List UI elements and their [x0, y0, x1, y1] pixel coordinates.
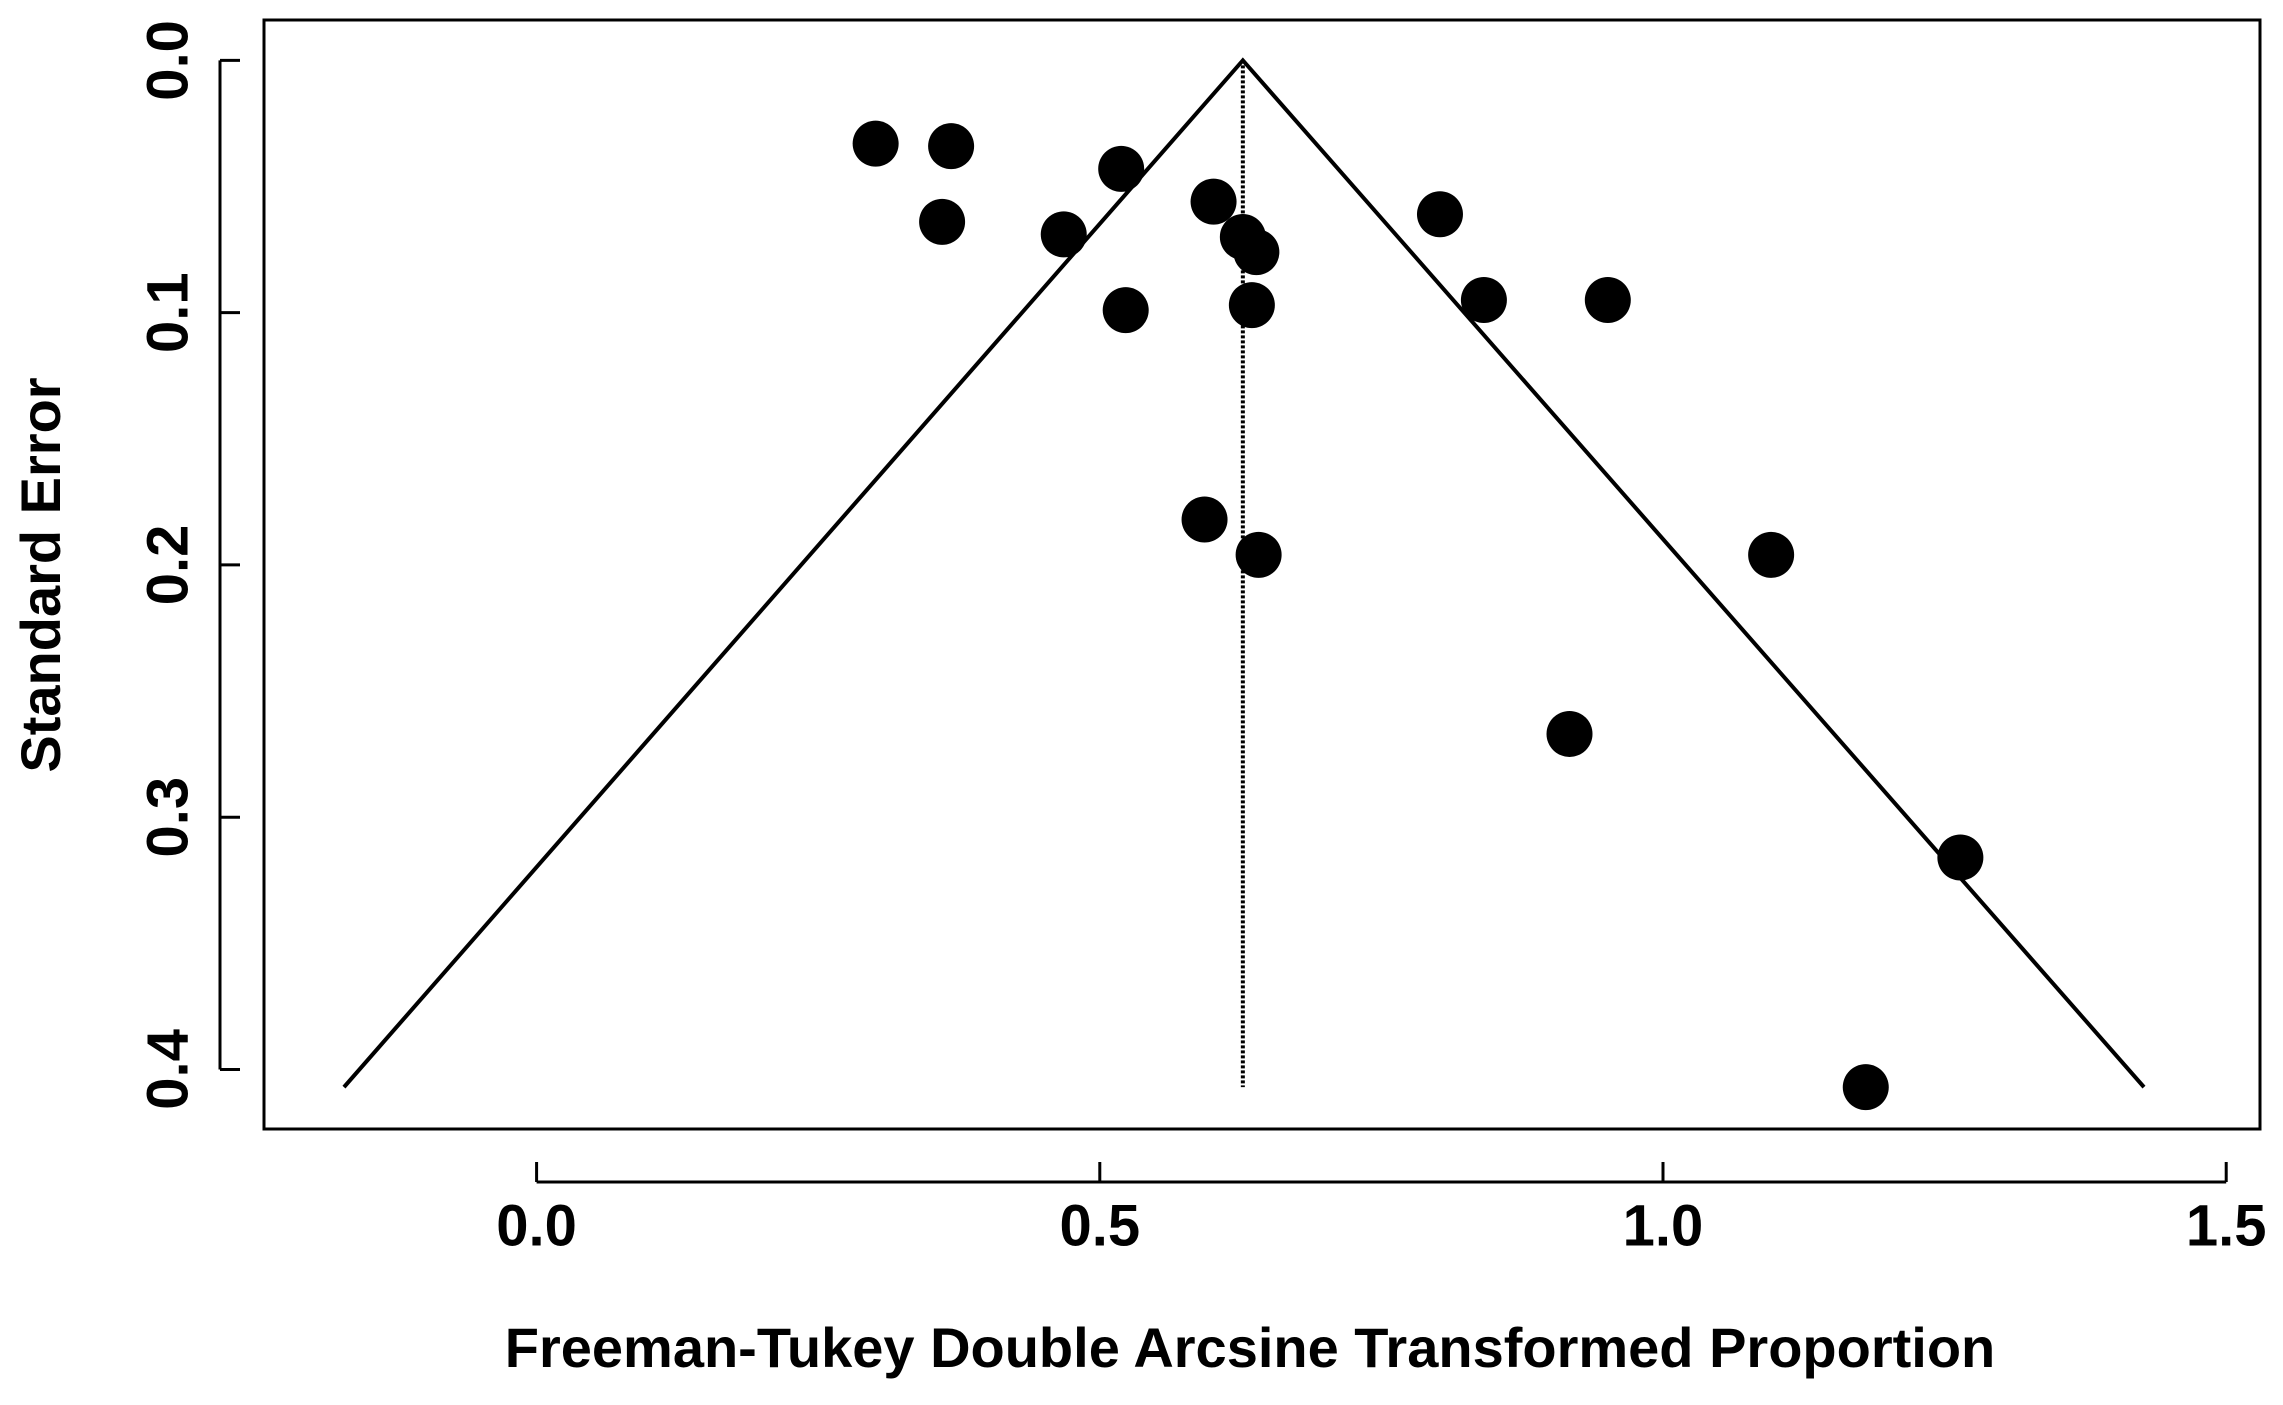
y-tick-label: 0.0 — [135, 20, 200, 101]
study-point — [1416, 191, 1463, 238]
study-point — [919, 198, 966, 245]
x-tick-label: 0.5 — [1059, 1193, 1140, 1258]
study-point — [1584, 277, 1631, 324]
y-tick-label: 0.4 — [135, 1029, 200, 1110]
study-point — [1228, 282, 1275, 329]
study-point — [1842, 1064, 1889, 1111]
study-point — [1937, 834, 1984, 881]
study-point — [1181, 496, 1228, 543]
y-tick-label: 0.3 — [135, 777, 200, 858]
y-axis-label: Standard Error — [9, 377, 72, 772]
study-point — [852, 120, 899, 167]
x-axis-label: Freeman-Tukey Double Arcsine Transformed… — [505, 1316, 1996, 1379]
study-point — [1102, 287, 1149, 334]
y-tick-label: 0.2 — [135, 525, 200, 606]
study-point — [1098, 145, 1145, 192]
study-point — [1040, 211, 1087, 258]
study-point — [1460, 277, 1507, 324]
y-tick-label: 0.1 — [135, 272, 200, 353]
x-tick-label: 1.5 — [2186, 1193, 2267, 1258]
x-tick-label: 1.0 — [1623, 1193, 1704, 1258]
x-tick-label: 0.0 — [496, 1193, 577, 1258]
study-point — [928, 123, 975, 170]
study-point — [1235, 531, 1282, 578]
study-point — [1233, 229, 1280, 276]
study-point — [1190, 178, 1237, 225]
study-point — [1748, 531, 1795, 578]
plot-frame — [262, 18, 2262, 1131]
study-point — [1546, 710, 1593, 757]
